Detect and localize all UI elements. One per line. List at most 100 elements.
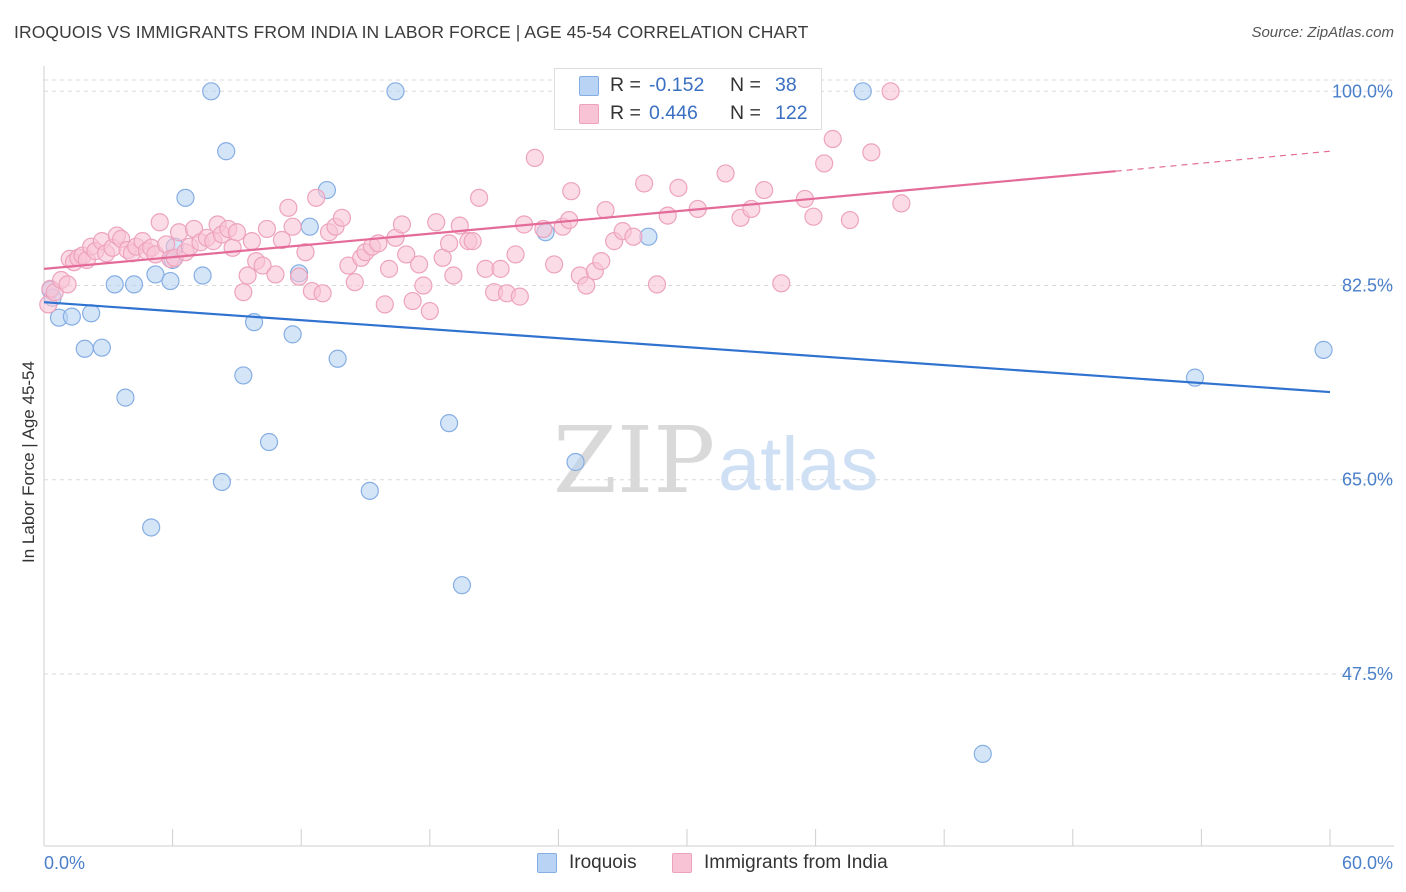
india-point — [169, 223, 189, 242]
legend-r-label: R = — [610, 102, 641, 124]
india-point — [881, 82, 900, 101]
iroquois-point — [105, 275, 124, 294]
india-point — [409, 255, 429, 274]
legend-n-value: 38 — [775, 74, 797, 96]
iroquois-point — [202, 82, 221, 101]
iroquois-point — [1314, 340, 1333, 359]
india-point — [234, 283, 253, 302]
india-point — [266, 265, 285, 284]
iroquois-point — [142, 518, 161, 537]
legend-r-value: 0.446 — [649, 102, 698, 124]
iroquois-point — [82, 304, 101, 323]
india-point — [427, 213, 446, 232]
india-point — [862, 143, 881, 162]
india-point — [375, 295, 394, 314]
india-legend-swatch — [672, 853, 692, 873]
iroquois-point — [176, 188, 195, 207]
india-legend-label: Immigrants from India — [704, 852, 888, 873]
india-point — [772, 274, 791, 293]
iroquois-point — [234, 366, 253, 385]
india-point — [804, 207, 823, 226]
india-point — [545, 255, 564, 274]
iroquois-point — [212, 472, 231, 492]
india-trend-line — [43, 170, 1116, 270]
india-point — [596, 200, 615, 220]
india-point — [647, 275, 667, 294]
iroquois-point — [124, 275, 144, 294]
india-point — [823, 129, 842, 149]
legend-r-label: R = — [610, 74, 641, 96]
india-point — [238, 266, 257, 285]
iroquois-legend-swatch — [537, 853, 557, 873]
india-point — [463, 232, 482, 251]
india-point — [510, 287, 529, 306]
tick-labels: 47.5% 65.0% 82.5% 100.0% 0.0% 60.0% In Labor F… — [19, 81, 1393, 873]
india-point — [444, 266, 463, 285]
india-point — [716, 164, 735, 183]
india-point — [397, 245, 416, 264]
iroquois-point — [566, 452, 585, 472]
india-point — [506, 245, 525, 264]
y-axis-title: In Labor Force | Age 45-54 — [19, 361, 38, 563]
watermark: ZIP atlas — [553, 407, 879, 514]
iroquois-point — [386, 82, 405, 101]
india-point — [815, 154, 834, 173]
india-point — [227, 223, 246, 242]
chart-title: IROQUOIS VS IMMIGRANTS FROM INDIA IN LAB… — [14, 22, 809, 42]
india-point — [439, 234, 459, 253]
india-point — [635, 174, 654, 193]
axes — [43, 66, 1394, 847]
iroquois-point — [116, 388, 135, 407]
iroquois-point — [75, 339, 94, 358]
india-point — [577, 276, 596, 295]
india-point — [562, 182, 581, 201]
iroquois-point — [328, 349, 347, 368]
india-point — [403, 291, 422, 311]
india-point — [283, 217, 302, 236]
iroquois-point — [193, 266, 212, 285]
iroquois-point — [146, 265, 165, 284]
iroquois-point — [853, 82, 872, 101]
india-trend-extension — [1115, 150, 1331, 172]
india-point — [58, 275, 77, 294]
x-tick-label: 60.0% — [1342, 853, 1393, 873]
india-point — [658, 206, 677, 225]
iroquois-point — [300, 217, 319, 236]
legend-n-label: N = — [730, 74, 761, 96]
correlation-legend: R = -0.152 N = 38 R = 0.446 N = 122 — [554, 68, 822, 130]
india-point — [669, 178, 688, 197]
iroquois-legend-label: Iroquois — [569, 852, 637, 873]
iroquois-point — [259, 432, 279, 452]
india-point — [525, 148, 544, 167]
india-point — [307, 188, 326, 207]
iroquois-trend-line — [43, 301, 1331, 394]
india-point — [242, 232, 262, 251]
india-point — [272, 230, 292, 250]
x-tick-label: 0.0% — [44, 853, 85, 873]
india-point — [279, 198, 298, 217]
y-tick-label: 100.0% — [1332, 81, 1393, 101]
india-point — [150, 213, 169, 232]
india-point — [624, 227, 643, 246]
iroquois-swatch — [579, 76, 599, 96]
y-tick-label: 82.5% — [1342, 276, 1393, 296]
legend-n-value: 122 — [775, 102, 808, 124]
india-point — [345, 273, 364, 292]
iroquois-point — [439, 414, 459, 433]
legend-r-value: -0.152 — [649, 74, 705, 96]
iroquois-point — [217, 142, 236, 161]
india-point — [755, 180, 774, 200]
iroquois-point — [973, 744, 992, 763]
india-point — [289, 267, 309, 286]
y-tick-label: 65.0% — [1342, 470, 1393, 490]
india-point — [313, 284, 332, 303]
iroquois-point — [360, 481, 379, 500]
india-point — [332, 208, 352, 227]
india-point — [223, 238, 242, 257]
india-point — [257, 219, 277, 239]
india-point — [469, 188, 489, 207]
india-point — [592, 252, 611, 271]
trend-lines — [43, 150, 1331, 394]
india-point — [253, 256, 272, 275]
india-point — [892, 194, 911, 213]
